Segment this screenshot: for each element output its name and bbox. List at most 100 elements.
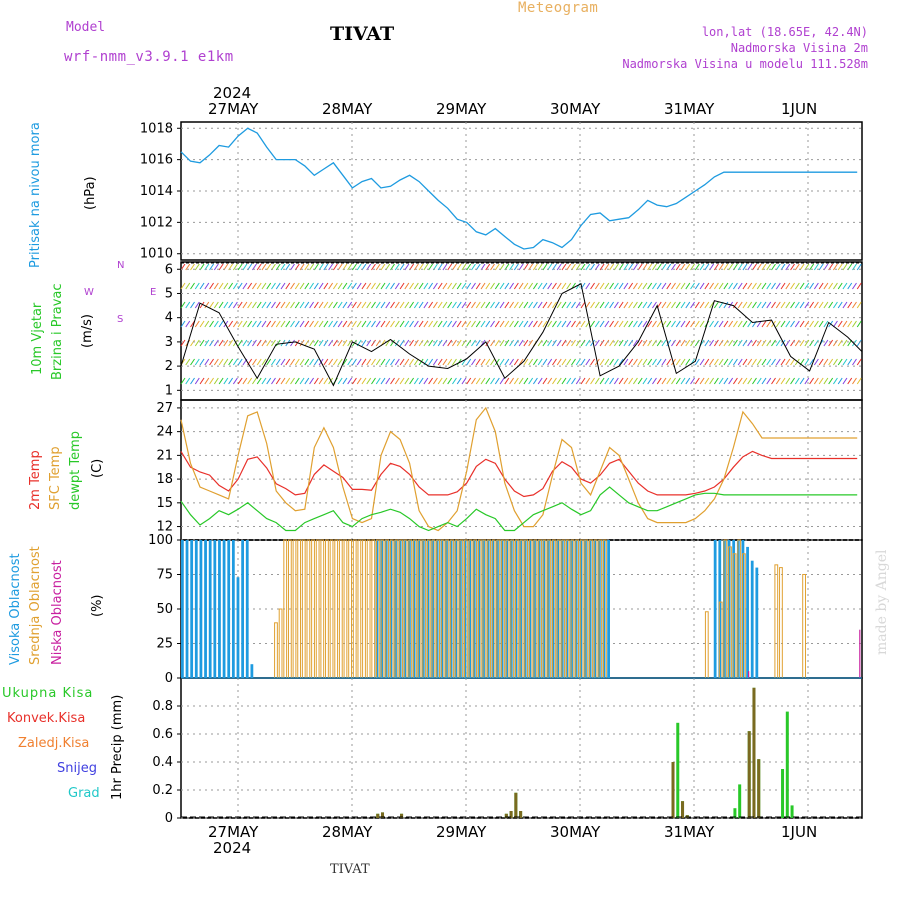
- wind-barb: [552, 339, 557, 347]
- wind-barb: [418, 301, 424, 309]
- wind-barb: [394, 358, 400, 366]
- wind-barb: [675, 358, 681, 366]
- wind-barb: [304, 282, 310, 290]
- wind-barb: [228, 339, 234, 347]
- wind-barb: [242, 339, 248, 347]
- wind-barb: [209, 282, 214, 290]
- wind-barb: [590, 377, 595, 385]
- wind-barb: [652, 301, 657, 309]
- wind-barb: [699, 320, 705, 328]
- wind-barb: [618, 320, 624, 328]
- wind-barb: [847, 320, 853, 328]
- wind-barb: [571, 358, 576, 366]
- wind-barb: [285, 358, 291, 366]
- year-label-bottom: 2024: [213, 839, 252, 857]
- wind-barb: [609, 358, 615, 366]
- wind-barb: [190, 339, 195, 347]
- wind-barb: [666, 282, 672, 290]
- ytick-label-clouds-3: 75: [156, 568, 173, 583]
- wind-barb: [685, 339, 691, 347]
- wind-barb: [790, 339, 795, 347]
- wind-barb: [780, 358, 786, 366]
- wind-barb: [794, 339, 800, 347]
- wind-barb: [513, 263, 519, 271]
- wind-barb: [456, 320, 462, 328]
- wind-barb: [280, 282, 286, 290]
- wind-barb: [366, 320, 372, 328]
- wind-barb: [599, 377, 605, 385]
- wind-barb: [499, 339, 505, 347]
- wind-barb: [704, 358, 710, 366]
- wind-barb: [837, 282, 843, 290]
- date-top-0: 27MAY: [208, 100, 259, 118]
- wind-barb: [856, 358, 862, 366]
- wind-barb: [280, 320, 286, 328]
- wind-barb: [809, 358, 815, 366]
- wind-barb: [542, 377, 548, 385]
- wind-barb: [275, 263, 281, 271]
- wind-barb: [342, 320, 348, 328]
- cloud-bar-mid: [774, 564, 779, 679]
- wind-barb: [642, 358, 648, 366]
- wind-barb: [490, 377, 495, 385]
- wind-barb: [618, 301, 624, 309]
- wind-barb: [194, 377, 200, 385]
- wind-barb: [556, 301, 562, 309]
- ytick-label-precip-0: 0: [165, 811, 173, 826]
- wind-barb: [561, 263, 567, 271]
- wind-barb: [742, 320, 748, 328]
- wind-barb: [680, 358, 686, 366]
- cloud-bar-high: [250, 664, 254, 678]
- wind-barb: [766, 320, 772, 328]
- wind-barb: [585, 301, 591, 309]
- wind-barb: [352, 320, 357, 328]
- wind-barb: [432, 320, 438, 328]
- wind-barb: [499, 377, 505, 385]
- ytick-label-clouds-2: 50: [156, 602, 173, 617]
- wind-barb: [761, 301, 767, 309]
- wind-barb: [761, 263, 767, 271]
- wind-barb: [818, 301, 824, 309]
- wind-barb: [556, 339, 562, 347]
- wind-barb: [637, 377, 643, 385]
- wind-barb: [556, 282, 562, 290]
- wind-barb: [794, 282, 800, 290]
- cloud-bar-high: [231, 540, 235, 678]
- wind-barb: [299, 301, 305, 309]
- wind-barb: [756, 358, 762, 366]
- wind-barb: [680, 339, 686, 347]
- cloud-bar-mid: [283, 539, 288, 679]
- wind-barb: [261, 263, 267, 271]
- wind-barb: [609, 377, 615, 385]
- wind-barb: [733, 301, 738, 309]
- ytick-label-clouds-1: 25: [156, 637, 173, 652]
- wind-barb: [252, 282, 257, 290]
- wind-barb: [623, 377, 629, 385]
- wind-barb: [242, 377, 248, 385]
- wind-barb: [671, 282, 676, 290]
- wind-barb: [461, 301, 467, 309]
- wind-barb: [690, 339, 695, 347]
- wind-barb: [461, 282, 467, 290]
- wind-barb: [742, 263, 748, 271]
- wind-barb: [856, 263, 862, 271]
- wind-barb: [280, 377, 286, 385]
- wind-barb: [342, 282, 348, 290]
- wind-barb: [342, 358, 348, 366]
- wind-barb: [418, 282, 424, 290]
- wind-barb: [556, 358, 562, 366]
- wind-barb: [637, 301, 643, 309]
- model-elevation-line: Nadmorska Visina u modelu 111.528m: [622, 57, 868, 71]
- wind-barb: [275, 358, 281, 366]
- wind-barb: [199, 339, 205, 347]
- wind-barb: [261, 358, 267, 366]
- wind-barb: [609, 282, 615, 290]
- wind-barb: [733, 282, 738, 290]
- wind-barb: [818, 358, 824, 366]
- wind-barb: [375, 301, 381, 309]
- date-bottom-0: 27MAY: [208, 823, 259, 841]
- wind-barb: [271, 320, 276, 328]
- wind-barb: [313, 377, 319, 385]
- wind-barb: [199, 377, 205, 385]
- wind-barb: [394, 282, 400, 290]
